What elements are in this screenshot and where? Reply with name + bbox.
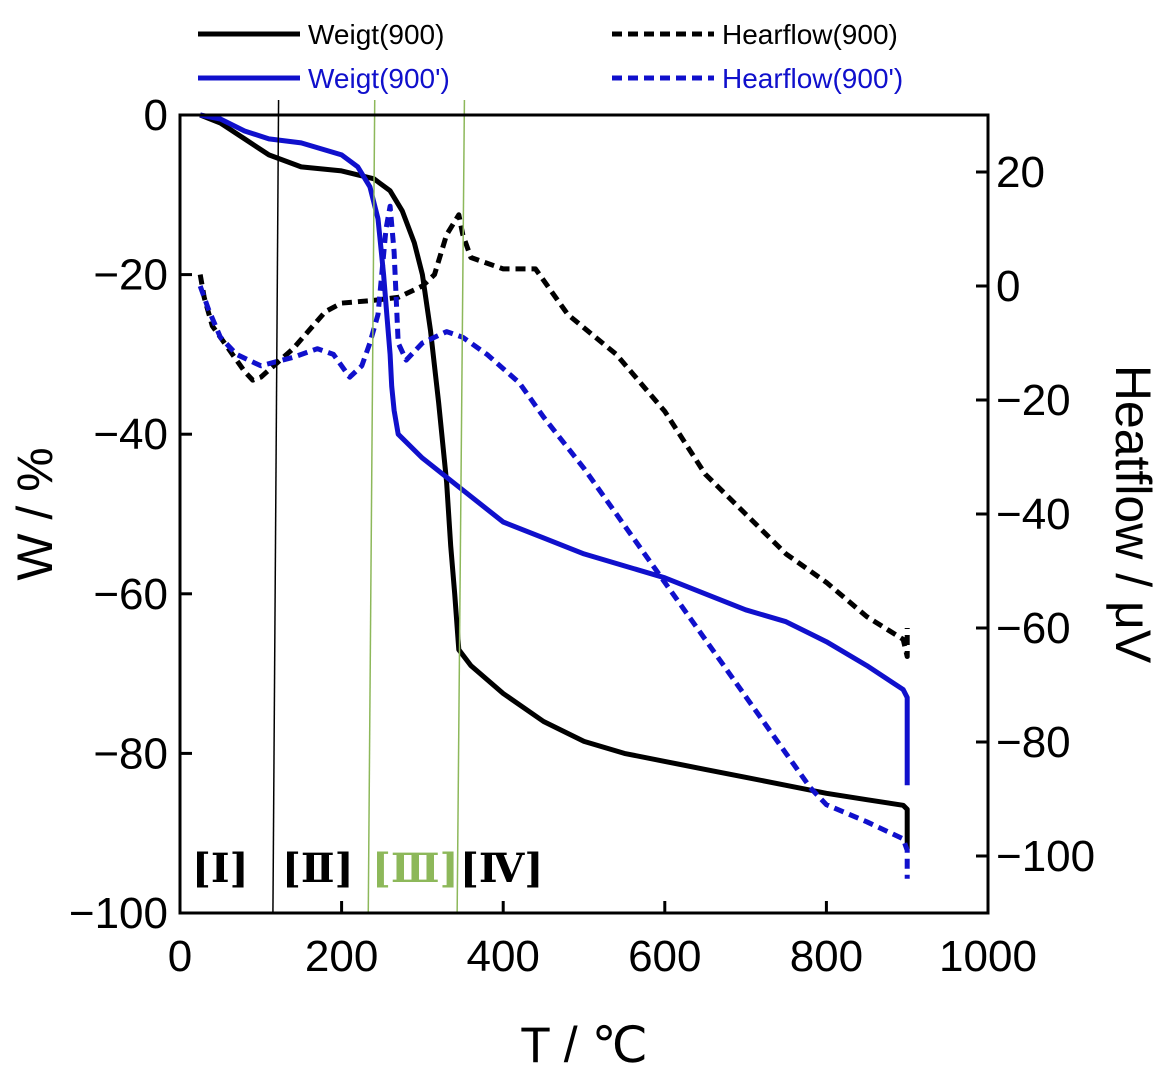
legend: Weigt(900) Hearflow(900) Weigt(900') Hearfl… xyxy=(198,19,903,94)
plot-frame xyxy=(178,113,990,915)
y-left-tick-label: −80 xyxy=(93,729,168,778)
series-line-3 xyxy=(199,112,910,786)
y-right-tick-label: −40 xyxy=(996,490,1071,539)
region-label: [Ⅰ] xyxy=(192,845,249,892)
region-label: [Ⅲ] xyxy=(372,845,459,892)
x-axis-title: T / ℃ xyxy=(520,1017,647,1073)
legend-label: Hearflow(900) xyxy=(722,19,898,50)
y-left-tick-label: 0 xyxy=(144,91,168,140)
x-tick-label: 0 xyxy=(168,932,192,981)
x-tick-label: 800 xyxy=(790,932,863,981)
y-right-tick-label: −60 xyxy=(996,604,1071,653)
series-line-2 xyxy=(197,212,910,659)
region-label: [Ⅳ] xyxy=(460,845,543,892)
region-label: [Ⅱ] xyxy=(282,845,354,892)
y-right-tick-label: 0 xyxy=(996,262,1020,311)
y-right-tick-label: −20 xyxy=(996,376,1071,425)
x-tick-label: 1000 xyxy=(939,932,1037,981)
legend-label: Weigt(900') xyxy=(308,63,450,94)
region-labels: [Ⅰ] [Ⅱ] [Ⅲ] [Ⅳ] xyxy=(192,845,543,892)
y-left-tick-label: −40 xyxy=(93,410,168,459)
series-line-1 xyxy=(199,112,910,850)
y-right-tick-label: 20 xyxy=(996,148,1045,197)
series-layer xyxy=(197,112,910,879)
series-line-4 xyxy=(197,203,910,879)
region-boundary-line-1 xyxy=(272,99,280,914)
y-left-tick-label: −60 xyxy=(93,570,168,619)
y-axis-title-left: W / % xyxy=(7,447,63,580)
x-tick-label: 400 xyxy=(466,932,539,981)
y-axis-title-right: Heatflow / μV xyxy=(1105,365,1159,664)
region-boundary-line-2 xyxy=(367,99,376,914)
region-boundary-line-3 xyxy=(456,99,466,914)
axis-ticks: 0 200 400 600 800 10000−20−40−60−80−100200−20… xyxy=(69,91,1095,981)
y-left-tick-label: −20 xyxy=(93,251,168,300)
x-tick-label: 200 xyxy=(305,932,378,981)
region-boundaries xyxy=(272,99,466,914)
y-right-tick-label: −80 xyxy=(996,718,1071,767)
y-left-tick-label: −100 xyxy=(69,889,168,938)
x-tick-label: 600 xyxy=(628,932,701,981)
y-right-tick-label: −100 xyxy=(996,832,1095,881)
legend-label: Hearflow(900') xyxy=(722,63,903,94)
legend-label: Weigt(900) xyxy=(308,19,444,50)
